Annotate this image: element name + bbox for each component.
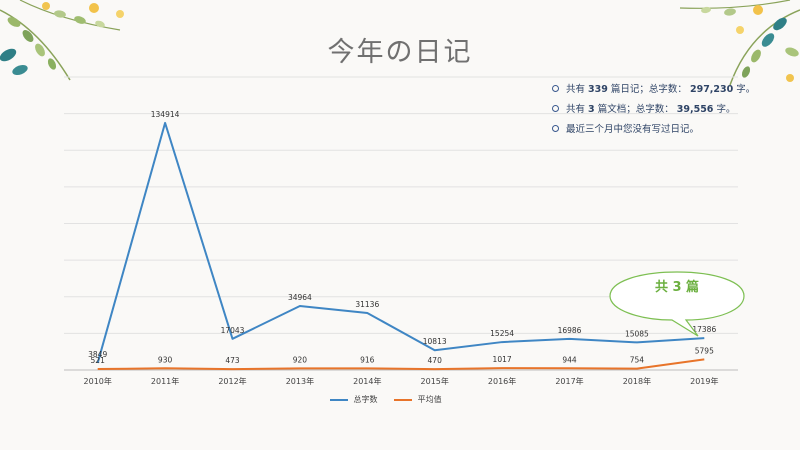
x-tick-label: 2010年	[84, 376, 112, 386]
x-tick-label: 2012年	[218, 376, 246, 386]
legend-swatch-total	[330, 398, 348, 401]
callout-bubble	[609, 271, 745, 337]
data-label: 5795	[695, 346, 714, 355]
x-tick-label: 2018年	[623, 376, 651, 386]
x-tick-label: 2017年	[555, 376, 583, 386]
data-label: 1017	[493, 355, 512, 364]
stats-value: 3	[588, 104, 595, 115]
data-label: 930	[158, 355, 173, 364]
data-label: 920	[293, 355, 308, 364]
data-label: 521	[91, 356, 106, 365]
chart-series	[96, 121, 705, 371]
data-label: 3849	[88, 350, 107, 359]
x-tick-label: 2016年	[488, 376, 516, 386]
data-label: 34964	[288, 293, 312, 302]
stats-text: 共有	[566, 104, 586, 115]
bullet-icon	[552, 105, 559, 112]
series-line-total	[96, 121, 705, 364]
stats-value: 339	[588, 84, 608, 95]
data-label: 134914	[151, 110, 180, 119]
callout-text: 共 3 篇	[654, 280, 700, 295]
stats-text: 共有	[566, 84, 586, 95]
stats-value: 297,230	[689, 84, 734, 95]
data-label: 16986	[558, 326, 582, 335]
legend-item-average: 平均值	[394, 394, 442, 405]
bullet-icon	[552, 125, 559, 132]
floral-decoration-left	[0, 0, 124, 81]
floral-decoration-right	[679, 0, 800, 86]
chart-x-axis: 2010年 2011年 2012年 2013年 2014年 2015年 2016年 2017年…	[84, 376, 719, 386]
data-label: 15085	[625, 329, 649, 338]
page-title: 今年の日记	[327, 37, 473, 68]
data-label: 754	[630, 356, 645, 365]
x-tick-label: 2019年	[690, 376, 718, 386]
chart-data-labels: 3849 134914 17043 34964 31136 10813 15254 16986…	[88, 110, 716, 365]
legend-label-total: 总字数	[353, 395, 378, 404]
legend-item-total: 总字数	[330, 394, 378, 405]
stats-text: 最近三个月中您没有写过日记。	[566, 124, 700, 135]
stats-list: 共有 339 篇日记；总字数： 297,230 字。 共有 3 篇文档；总字数：…	[552, 82, 755, 142]
data-label: 17386	[692, 325, 716, 334]
data-label: 31136	[355, 300, 379, 309]
bullet-icon	[552, 85, 559, 92]
stats-text: 篇日记；总字数：	[610, 84, 687, 95]
legend-swatch-average	[394, 398, 413, 401]
data-label: 10813	[423, 337, 447, 346]
data-label: 473	[225, 356, 240, 365]
legend-label-average: 平均值	[417, 395, 442, 404]
stats-item-documents: 共有 3 篇文档；总字数： 39,556 字。	[552, 102, 755, 122]
data-label: 916	[360, 355, 375, 364]
stats-text: 篇文档；总字数：	[597, 104, 674, 115]
data-label: 17043	[221, 326, 245, 335]
data-label: 944	[562, 355, 577, 364]
stats-text: 字。	[736, 84, 756, 95]
stats-value: 39,556	[676, 104, 714, 115]
stats-text: 字。	[716, 104, 736, 115]
series-line-average	[97, 358, 705, 371]
x-tick-label: 2013年	[286, 376, 314, 386]
stats-item-diaries: 共有 339 篇日记；总字数： 297,230 字。	[552, 82, 755, 102]
x-tick-label: 2011年	[151, 376, 179, 386]
chart-legend: 总字数 平均值	[330, 394, 456, 405]
x-tick-label: 2014年	[353, 376, 381, 386]
stats-item-recent: 最近三个月中您没有写过日记。	[552, 122, 755, 142]
data-label: 15254	[490, 329, 514, 338]
data-label: 470	[428, 356, 443, 365]
x-tick-label: 2015年	[421, 376, 449, 386]
